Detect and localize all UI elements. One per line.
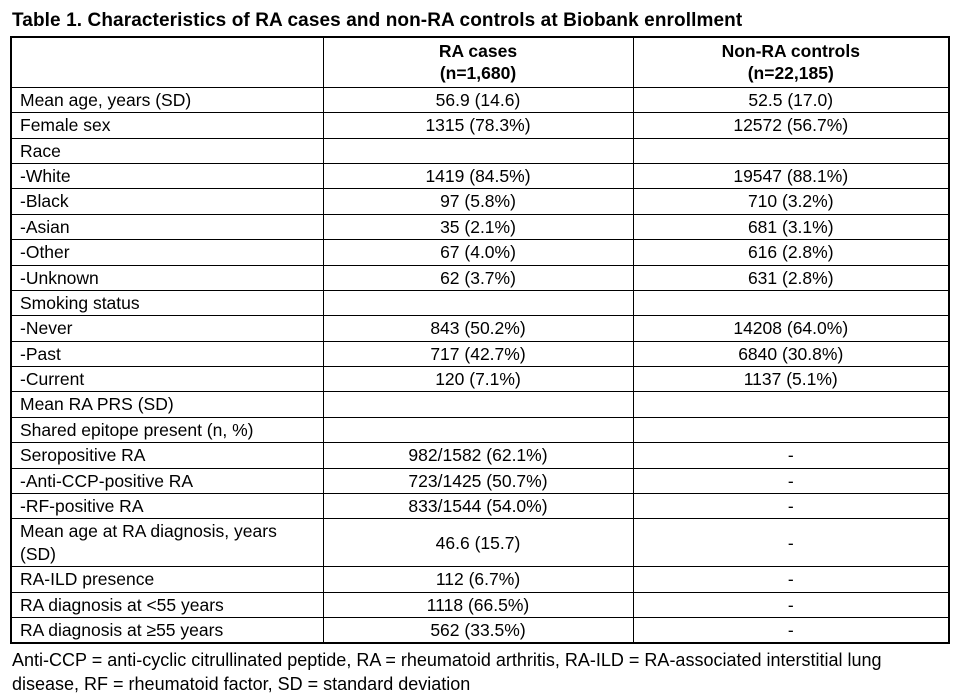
row-label: Mean age at RA diagnosis, years (SD): [10, 518, 324, 568]
non-ra-controls-value: 616 (2.8%): [632, 239, 950, 266]
non-ra-controls-value: -: [632, 518, 950, 568]
header-ra-cases-line2: (n=1,680): [439, 63, 517, 84]
table-title: Table 1. Characteristics of RA cases and…: [12, 10, 743, 31]
non-ra-controls-value: -: [632, 591, 950, 618]
ra-cases-value: [322, 137, 634, 164]
header-non-ra-controls-line1: Non-RA controls: [721, 41, 860, 61]
ra-cases-value: 717 (42.7%): [322, 340, 634, 368]
ra-cases-value: 56.9 (14.6): [322, 86, 634, 114]
row-label: -RF-positive RA: [10, 493, 324, 520]
non-ra-controls-value: -: [632, 566, 950, 593]
table-row: Shared epitope present (n, %): [10, 416, 950, 444]
row-label: RA diagnosis at ≥55 years: [10, 616, 324, 644]
table-row: RA diagnosis at ≥55 years 562 (33.5%) -: [10, 616, 950, 644]
ra-cases-value: 562 (33.5%): [322, 616, 634, 644]
ra-cases-value: 982/1582 (62.1%): [322, 442, 634, 469]
row-label: -Never: [10, 315, 324, 342]
row-label: Seropositive RA: [10, 442, 324, 469]
header-non-ra-controls-line2: (n=22,185): [747, 63, 834, 84]
non-ra-controls-value: -: [632, 493, 950, 520]
row-label: -Current: [10, 366, 324, 393]
non-ra-controls-value: 14208 (64.0%): [632, 315, 950, 342]
non-ra-controls-value: [632, 137, 950, 164]
row-label: -Black: [10, 188, 324, 215]
non-ra-controls-value: -: [632, 467, 950, 495]
ra-cases-value: 62 (3.7%): [322, 264, 634, 291]
ra-cases-value: 723/1425 (50.7%): [322, 467, 634, 495]
row-label: -Past: [10, 340, 324, 368]
non-ra-controls-value: 631 (2.8%): [632, 264, 950, 291]
table-row: -Past 717 (42.7%) 6840 (30.8%): [10, 340, 950, 368]
header-ra-cases: RA cases (n=1,680): [322, 36, 634, 88]
table-row: -Black 97 (5.8%) 710 (3.2%): [10, 188, 950, 215]
ra-cases-value: 112 (6.7%): [322, 566, 634, 593]
table-row: Mean age, years (SD) 56.9 (14.6) 52.5 (17.…: [10, 86, 950, 114]
row-label: -Unknown: [10, 264, 324, 291]
ra-cases-value: 833/1544 (54.0%): [322, 493, 634, 520]
table-row: Seropositive RA 982/1582 (62.1%) -: [10, 442, 950, 469]
non-ra-controls-value: 19547 (88.1%): [632, 162, 950, 190]
non-ra-controls-value: [632, 289, 950, 317]
table-row: -RF-positive RA 833/1544 (54.0%) -: [10, 493, 950, 520]
row-label: Race: [10, 137, 324, 164]
table-row: Mean RA PRS (SD): [10, 391, 950, 418]
table-body: Mean age, years (SD) 56.9 (14.6) 52.5 (17.…: [10, 86, 950, 644]
non-ra-controls-value: 6840 (30.8%): [632, 340, 950, 368]
non-ra-controls-value: 681 (3.1%): [632, 213, 950, 241]
table-row: Female sex 1315 (78.3%) 12572 (56.7%): [10, 112, 950, 139]
row-label: RA diagnosis at <55 years: [10, 591, 324, 618]
table-row: -Anti-CCP-positive RA 723/1425 (50.7%) -: [10, 467, 950, 495]
table-row: -Current 120 (7.1%) 1137 (5.1%): [10, 366, 950, 393]
row-label: Mean RA PRS (SD): [10, 391, 324, 418]
header-ra-cases-line1: RA cases: [438, 41, 518, 61]
row-label: Mean age, years (SD): [10, 86, 324, 114]
non-ra-controls-value: 12572 (56.7%): [632, 112, 950, 139]
row-label: -White: [10, 162, 324, 190]
table-row: RA diagnosis at <55 years 1118 (66.5%) -: [10, 591, 950, 618]
ra-cases-value: [322, 416, 634, 444]
table-row: -Asian 35 (2.1%) 681 (3.1%): [10, 213, 950, 241]
non-ra-controls-value: 1137 (5.1%): [632, 366, 950, 393]
non-ra-controls-value: -: [632, 442, 950, 469]
header-non-ra-controls: Non-RA controls (n=22,185): [632, 36, 950, 88]
non-ra-controls-value: 710 (3.2%): [632, 188, 950, 215]
table-row: Mean age at RA diagnosis, years (SD) 46.6…: [10, 518, 950, 568]
ra-cases-value: 1315 (78.3%): [322, 112, 634, 139]
row-label: -Asian: [10, 213, 324, 241]
table-row: Race: [10, 137, 950, 164]
row-label: -Anti-CCP-positive RA: [10, 467, 324, 495]
row-label: Shared epitope present (n, %): [10, 416, 324, 444]
ra-cases-value: [322, 391, 634, 418]
table-footnote: Anti-CCP = anti-cyclic citrullinated pep…: [12, 650, 882, 694]
ra-cases-value: 67 (4.0%): [322, 239, 634, 266]
characteristics-table: RA cases (n=1,680) Non-RA controls (n=22…: [10, 36, 950, 645]
ra-cases-value: 46.6 (15.7): [322, 518, 634, 568]
ra-cases-value: 843 (50.2%): [322, 315, 634, 342]
ra-cases-value: 120 (7.1%): [322, 366, 634, 393]
non-ra-controls-value: 52.5 (17.0): [632, 86, 950, 114]
header-row: RA cases (n=1,680) Non-RA controls (n=22…: [10, 36, 950, 88]
table-row: -Other 67 (4.0%) 616 (2.8%): [10, 239, 950, 266]
table-1-page: Table 1. Characteristics of RA cases and…: [10, 10, 950, 694]
header-empty-cell: [10, 36, 324, 88]
row-label: RA-ILD presence: [10, 566, 324, 593]
table-row: RA-ILD presence 112 (6.7%) -: [10, 566, 950, 593]
row-label: -Other: [10, 239, 324, 266]
ra-cases-value: 97 (5.8%): [322, 188, 634, 215]
ra-cases-value: 1419 (84.5%): [322, 162, 634, 190]
table-row: -Never 843 (50.2%) 14208 (64.0%): [10, 315, 950, 342]
non-ra-controls-value: [632, 416, 950, 444]
non-ra-controls-value: [632, 391, 950, 418]
ra-cases-value: 35 (2.1%): [322, 213, 634, 241]
non-ra-controls-value: -: [632, 616, 950, 644]
table-row: -Unknown 62 (3.7%) 631 (2.8%): [10, 264, 950, 291]
row-label: Female sex: [10, 112, 324, 139]
ra-cases-value: [322, 289, 634, 317]
ra-cases-value: 1118 (66.5%): [322, 591, 634, 618]
table-row: Smoking status: [10, 289, 950, 317]
row-label: Smoking status: [10, 289, 324, 317]
table-row: -White 1419 (84.5%) 19547 (88.1%): [10, 162, 950, 190]
